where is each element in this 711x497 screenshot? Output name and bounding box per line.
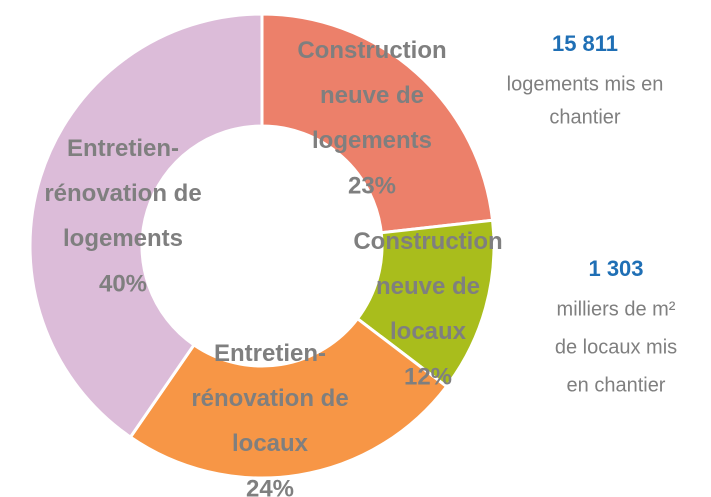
annotation-text: chantier [549,106,620,128]
label-line: locaux [232,430,309,457]
annotation-text: en chantier [567,374,666,396]
donut-segment [28,12,264,440]
label-line: Entretien- [67,135,179,162]
label-line: logements [63,225,183,252]
annotation-value: 15 811 [552,31,618,56]
annotation-text: logements mis en [507,73,664,95]
label-line: Entretien- [214,340,326,367]
donut-segment [128,316,449,480]
label-line: neuve de [320,82,424,109]
label-line: Construction [297,37,446,64]
label-line: logements [312,127,432,154]
label-line: neuve de [376,273,480,300]
segment-label: Construction neuve de logements [297,37,446,154]
label-line: rénovation de [191,385,348,412]
segment-label: Entretien-rénovation de logements [44,135,201,252]
segment-percent: 24% [246,475,294,497]
segment-label: Construction neuve de locaux [353,228,502,345]
segment-percent: 23% [348,172,396,199]
annotation-value: 1 303 [588,256,643,281]
label-line: Construction [353,228,502,255]
annotation-text: milliers de m² [557,298,676,320]
label-line: rénovation de [44,180,201,207]
donut-segment [260,12,495,235]
annotation-text: de locaux mis [555,336,677,358]
segment-label: Entretien-rénovation de locaux [191,340,348,457]
segment-percent: 40% [99,270,147,297]
segment-percent: 12% [404,363,452,390]
label-line: locaux [390,318,467,345]
